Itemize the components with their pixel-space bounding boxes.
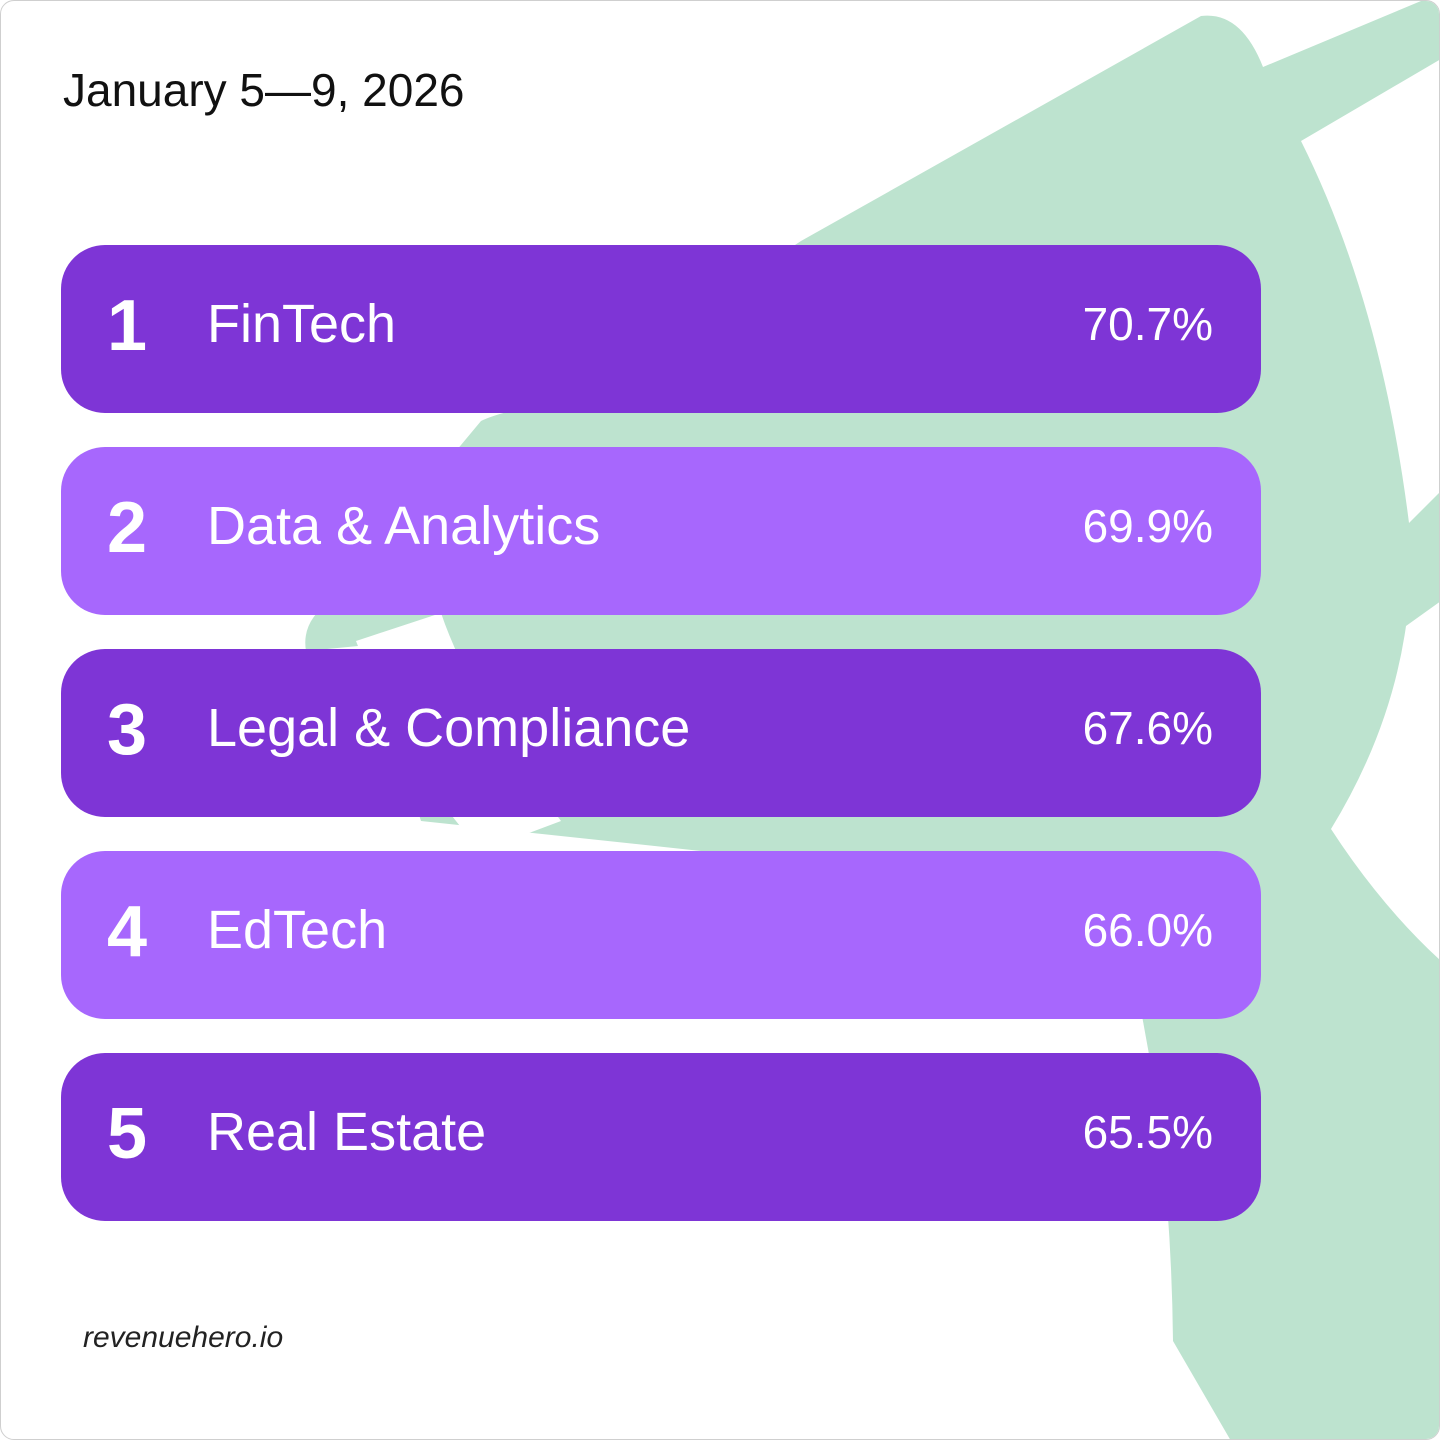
rank-number: 4 — [107, 892, 148, 972]
percentage-value: 70.7% — [1082, 298, 1213, 350]
industry-label: EdTech — [207, 900, 388, 960]
ranking-row: 2 Data & Analytics 69.9% — [61, 447, 1261, 615]
ranking-row: 5 Real Estate 65.5% — [61, 1053, 1261, 1221]
percentage-value: 69.9% — [1082, 500, 1213, 552]
percentage-value: 65.5% — [1082, 1106, 1213, 1158]
industry-label: Real Estate — [207, 1102, 487, 1162]
industry-label: Data & Analytics — [207, 496, 601, 556]
date-range: January 5—9, 2026 — [63, 64, 465, 116]
rank-number: 2 — [107, 488, 148, 568]
ranking-row: 1 FinTech 70.7% — [61, 245, 1261, 413]
industry-label: Legal & Compliance — [207, 698, 691, 758]
ranking-row: 4 EdTech 66.0% — [61, 851, 1261, 1019]
percentage-value: 67.6% — [1082, 702, 1213, 754]
rank-number: 3 — [107, 690, 148, 770]
ranking-row: 3 Legal & Compliance 67.6% — [61, 649, 1261, 817]
rank-number: 5 — [107, 1094, 148, 1174]
percentage-value: 66.0% — [1082, 904, 1213, 956]
industry-label: FinTech — [207, 294, 397, 354]
brand-footer: revenuehero.io — [83, 1321, 284, 1354]
rank-number: 1 — [107, 286, 148, 366]
